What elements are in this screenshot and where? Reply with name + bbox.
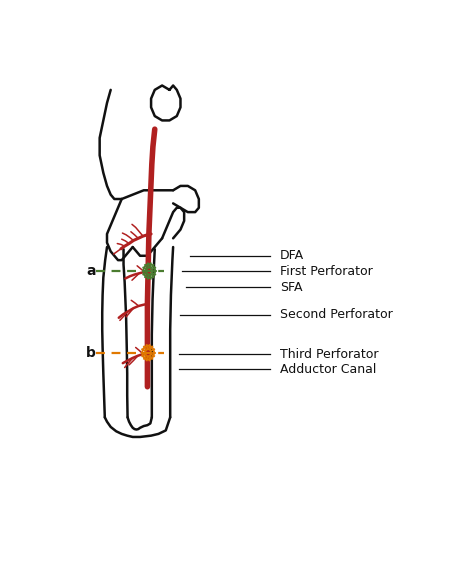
Text: SFA: SFA	[280, 281, 302, 294]
Text: DFA: DFA	[280, 249, 304, 263]
Text: Adductor Canal: Adductor Canal	[280, 363, 376, 376]
Text: b: b	[86, 346, 96, 359]
Text: Third Perforator: Third Perforator	[280, 348, 378, 361]
Text: Second Perforator: Second Perforator	[280, 308, 392, 321]
Text: First Perforator: First Perforator	[280, 265, 373, 278]
Text: a: a	[86, 264, 96, 278]
